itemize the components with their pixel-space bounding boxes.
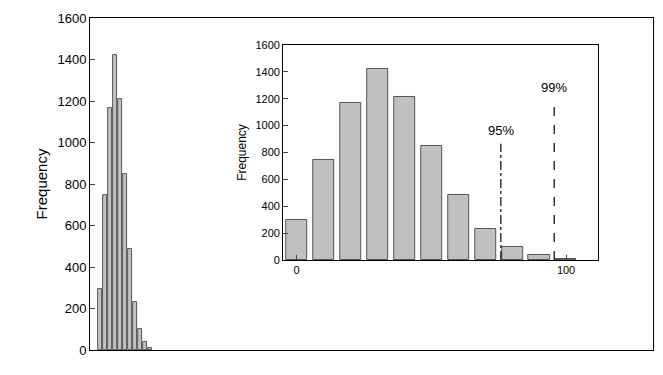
svg-text:1600: 1600 [255, 39, 279, 51]
svg-text:99%: 99% [541, 80, 567, 95]
svg-text:800: 800 [65, 177, 87, 192]
svg-text:400: 400 [262, 200, 280, 212]
svg-text:Frequency: Frequency [235, 124, 249, 181]
svg-text:1000: 1000 [57, 135, 86, 150]
svg-text:0: 0 [274, 254, 280, 266]
svg-text:100: 100 [557, 264, 575, 276]
svg-text:400: 400 [65, 260, 87, 275]
svg-text:Frequency: Frequency [33, 148, 50, 219]
svg-text:800: 800 [262, 146, 280, 158]
svg-text:1600: 1600 [57, 11, 86, 26]
svg-text:1200: 1200 [255, 93, 279, 105]
svg-text:1200: 1200 [57, 94, 86, 109]
svg-text:1400: 1400 [57, 52, 86, 67]
svg-text:1400: 1400 [255, 66, 279, 78]
svg-text:200: 200 [262, 227, 280, 239]
svg-text:200: 200 [65, 301, 87, 316]
svg-text:0: 0 [79, 343, 86, 358]
svg-text:0: 0 [294, 264, 300, 276]
svg-text:95%: 95% [488, 123, 514, 138]
svg-text:1000: 1000 [255, 119, 279, 131]
svg-text:600: 600 [65, 218, 87, 233]
svg-text:600: 600 [262, 173, 280, 185]
